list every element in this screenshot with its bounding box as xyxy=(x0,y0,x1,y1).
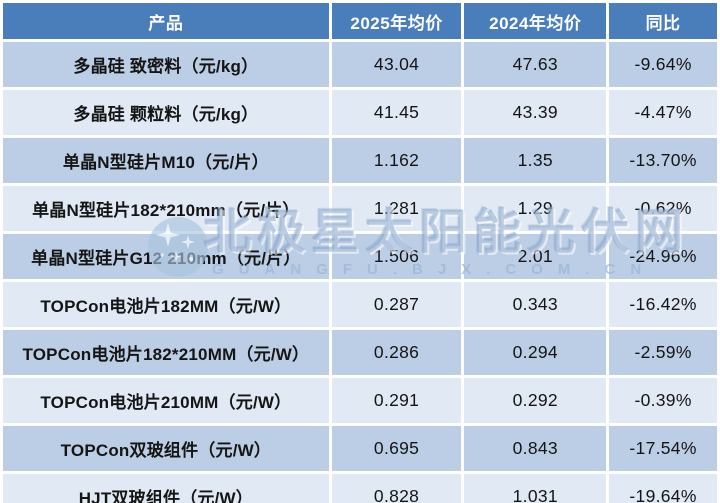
price-2024: 1.29 xyxy=(464,186,607,231)
header-product: 产品 xyxy=(3,3,329,39)
price-2024: 43.39 xyxy=(464,90,607,135)
yoy-change: -16.42% xyxy=(609,282,717,327)
price-2024: 47.63 xyxy=(464,42,607,87)
header-2025-avg-price: 2025年均价 xyxy=(331,3,462,39)
table-row: 多晶硅 颗粒料（元/kg） 41.45 43.39 -4.47% xyxy=(3,90,717,135)
table-row: 单晶N型硅片M10（元/片） 1.162 1.35 -13.70% xyxy=(3,138,717,183)
table-row: 多晶硅 致密料（元/kg） 43.04 47.63 -9.64% xyxy=(3,42,717,87)
product-name: HJT双玻组件（元/W） xyxy=(3,474,329,503)
price-2025: 1.162 xyxy=(331,138,462,183)
table-row: TOPCon双玻组件（元/W） 0.695 0.843 -17.54% xyxy=(3,426,717,471)
price-2024: 1.35 xyxy=(464,138,607,183)
yoy-change: -13.70% xyxy=(609,138,717,183)
product-name: TOPCon电池片182*210MM（元/W） xyxy=(3,330,329,375)
table-row: 单晶N型硅片G12 210mm（元/片） 1.506 2.01 -24.96% xyxy=(3,234,717,279)
table-header: 产品 2025年均价 2024年均价 同比 xyxy=(3,3,717,39)
yoy-change: -17.54% xyxy=(609,426,717,471)
yoy-change: -19.64% xyxy=(609,474,717,503)
product-name: TOPCon电池片182MM（元/W） xyxy=(3,282,329,327)
price-2025: 0.291 xyxy=(331,378,462,423)
yoy-change: -9.64% xyxy=(609,42,717,87)
yoy-change: -0.39% xyxy=(609,378,717,423)
yoy-change: -24.96% xyxy=(609,234,717,279)
yoy-change: -2.59% xyxy=(609,330,717,375)
price-2024: 2.01 xyxy=(464,234,607,279)
product-name: 单晶N型硅片G12 210mm（元/片） xyxy=(3,234,329,279)
price-2024: 0.292 xyxy=(464,378,607,423)
table-row: TOPCon电池片182*210MM（元/W） 0.286 0.294 -2.5… xyxy=(3,330,717,375)
product-name: 多晶硅 颗粒料（元/kg） xyxy=(3,90,329,135)
price-2024: 1.031 xyxy=(464,474,607,503)
table-row: 单晶N型硅片182*210mm（元/片） 1.281 1.29 -0.62% xyxy=(3,186,717,231)
header-2024-avg-price: 2024年均价 xyxy=(464,3,607,39)
product-name: TOPCon双玻组件（元/W） xyxy=(3,426,329,471)
product-name: 单晶N型硅片M10（元/片） xyxy=(3,138,329,183)
price-2025: 1.281 xyxy=(331,186,462,231)
price-2025: 0.287 xyxy=(331,282,462,327)
product-name: TOPCon电池片210MM（元/W） xyxy=(3,378,329,423)
price-2024: 0.343 xyxy=(464,282,607,327)
price-2025: 1.506 xyxy=(331,234,462,279)
price-2025: 0.828 xyxy=(331,474,462,503)
price-2024: 0.843 xyxy=(464,426,607,471)
price-2025: 41.45 xyxy=(331,90,462,135)
price-2024: 0.294 xyxy=(464,330,607,375)
price-2025: 43.04 xyxy=(331,42,462,87)
table-row: TOPCon电池片182MM（元/W） 0.287 0.343 -16.42% xyxy=(3,282,717,327)
yoy-change: -0.62% xyxy=(609,186,717,231)
price-2025: 0.695 xyxy=(331,426,462,471)
product-name: 单晶N型硅片182*210mm（元/片） xyxy=(3,186,329,231)
header-yoy: 同比 xyxy=(609,3,717,39)
table-row: TOPCon电池片210MM（元/W） 0.291 0.292 -0.39% xyxy=(3,378,717,423)
table-row: HJT双玻组件（元/W） 0.828 1.031 -19.64% xyxy=(3,474,717,503)
product-name: 多晶硅 致密料（元/kg） xyxy=(3,42,329,87)
price-2025: 0.286 xyxy=(331,330,462,375)
yoy-change: -4.47% xyxy=(609,90,717,135)
